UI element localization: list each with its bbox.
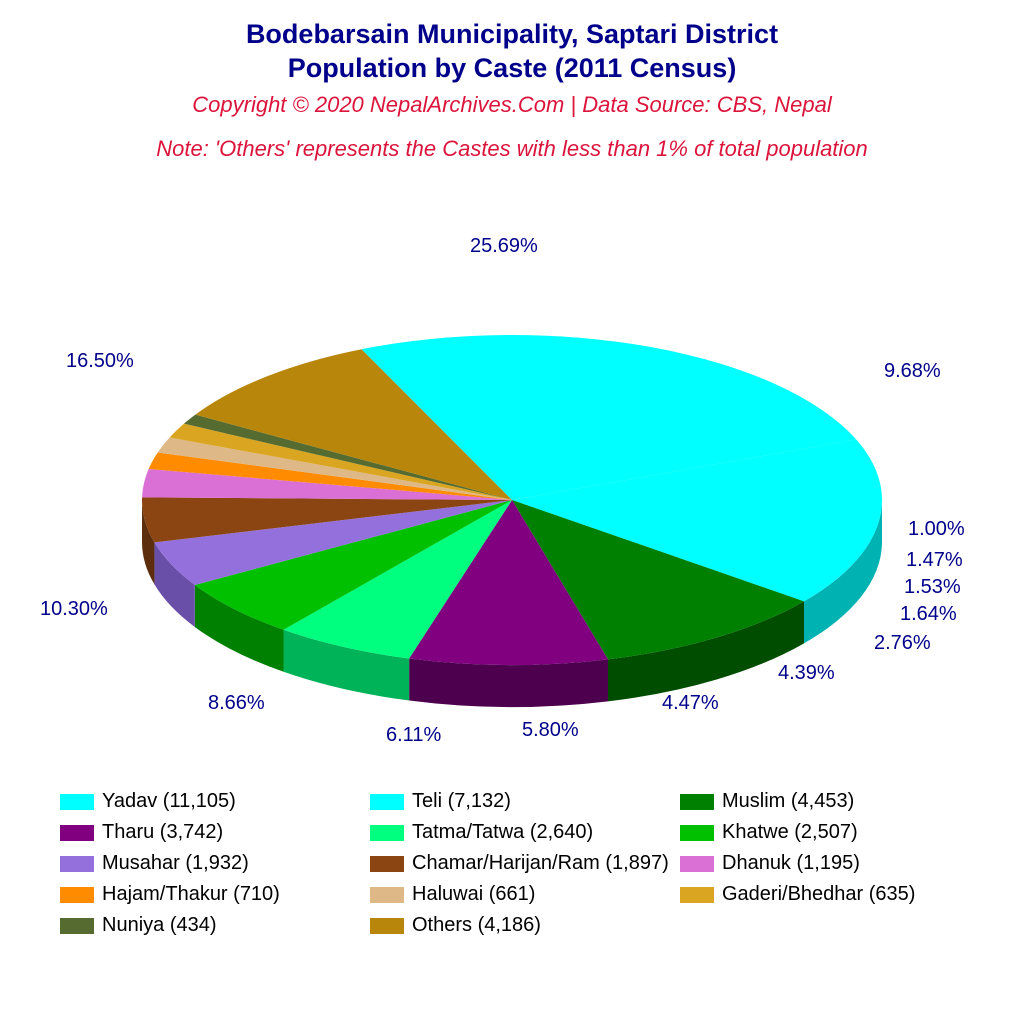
legend-item: Dhanuk (1,195): [680, 852, 980, 875]
slice-percent-label: 5.80%: [522, 719, 579, 742]
legend-label: Hajam/Thakur (710): [102, 883, 280, 906]
legend-item: Nuniya (434): [60, 914, 360, 937]
slice-percent-label: 6.11%: [386, 724, 441, 747]
legend-label: Others (4,186): [412, 914, 541, 937]
legend-item: Others (4,186): [370, 914, 670, 937]
legend-item: Gaderi/Bhedhar (635): [680, 883, 980, 906]
slice-percent-label: 4.39%: [778, 662, 835, 685]
legend-label: Teli (7,132): [412, 790, 511, 813]
pie-chart: 25.69% 16.50% 10.30% 8.66% 6.11% 5.80% 4.47% 4.…: [0, 200, 1024, 760]
slice-percent-label: 1.47%: [906, 549, 963, 572]
legend-item: Musahar (1,932): [60, 852, 360, 875]
slice-percent-label: 1.64%: [900, 603, 957, 626]
legend-swatch: [680, 856, 714, 872]
legend-swatch: [370, 856, 404, 872]
legend-label: Gaderi/Bhedhar (635): [722, 883, 915, 906]
legend-swatch: [370, 825, 404, 841]
title-block: Bodebarsain Municipality, Saptari Distri…: [0, 0, 1024, 162]
slice-percent-label: 16.50%: [66, 350, 134, 373]
legend-item: Yadav (11,105): [60, 790, 360, 813]
legend-item: Khatwe (2,507): [680, 821, 980, 844]
legend-label: Yadav (11,105): [102, 790, 236, 813]
legend-label: Khatwe (2,507): [722, 821, 858, 844]
slice-percent-label: 10.30%: [40, 598, 108, 621]
legend-label: Musahar (1,932): [102, 852, 249, 875]
slice-percent-label: 2.76%: [874, 632, 931, 655]
legend-swatch: [60, 887, 94, 903]
legend-swatch: [60, 918, 94, 934]
legend-label: Haluwai (661): [412, 883, 535, 906]
note-text: Note: 'Others' represents the Castes wit…: [0, 136, 1024, 162]
legend-item: Muslim (4,453): [680, 790, 980, 813]
legend-item: Teli (7,132): [370, 790, 670, 813]
chart-title-line1: Bodebarsain Municipality, Saptari Distri…: [0, 18, 1024, 52]
legend-item: Tatma/Tatwa (2,640): [370, 821, 670, 844]
legend-item: Chamar/Harijan/Ram (1,897): [370, 852, 670, 875]
legend-swatch: [370, 794, 404, 810]
legend-item: Tharu (3,742): [60, 821, 360, 844]
slice-percent-label: 9.68%: [884, 360, 941, 383]
legend-swatch: [370, 887, 404, 903]
legend-label: Tatma/Tatwa (2,640): [412, 821, 593, 844]
legend-label: Nuniya (434): [102, 914, 217, 937]
pie-svg: [0, 200, 1024, 760]
slice-percent-label: 8.66%: [208, 692, 265, 715]
legend-item: Hajam/Thakur (710): [60, 883, 360, 906]
legend-swatch: [60, 794, 94, 810]
legend-swatch: [60, 825, 94, 841]
legend-swatch: [370, 918, 404, 934]
legend-item: Haluwai (661): [370, 883, 670, 906]
legend-label: Muslim (4,453): [722, 790, 854, 813]
slice-percent-label: 1.53%: [904, 576, 961, 599]
legend-label: Chamar/Harijan/Ram (1,897): [412, 852, 669, 875]
slice-percent-label: 25.69%: [470, 235, 538, 258]
legend-swatch: [680, 825, 714, 841]
legend-label: Dhanuk (1,195): [722, 852, 860, 875]
legend-label: Tharu (3,742): [102, 821, 223, 844]
legend: Yadav (11,105) Teli (7,132) Muslim (4,453)…: [60, 790, 980, 937]
copyright-text: Copyright © 2020 NepalArchives.Com | Dat…: [0, 92, 1024, 118]
slice-percent-label: 4.47%: [662, 692, 719, 715]
legend-swatch: [680, 887, 714, 903]
slice-percent-label: 1.00%: [908, 518, 965, 541]
legend-swatch: [60, 856, 94, 872]
legend-swatch: [680, 794, 714, 810]
pie-side: [409, 658, 608, 707]
chart-title-line2: Population by Caste (2011 Census): [0, 52, 1024, 86]
